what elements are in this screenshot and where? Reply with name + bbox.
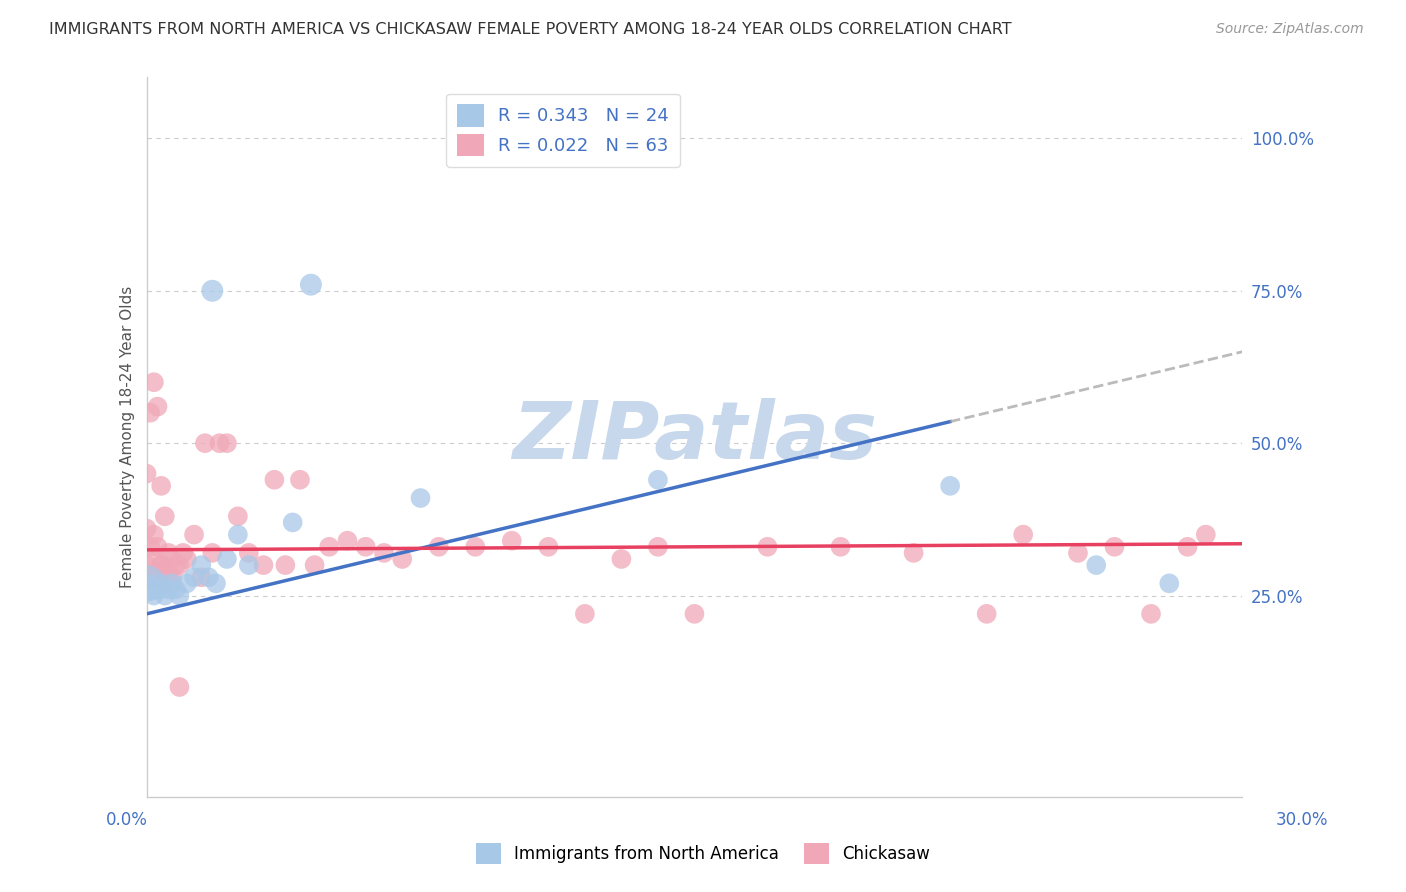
Point <box>201 546 224 560</box>
Point <box>176 552 198 566</box>
Point <box>172 546 194 560</box>
Point <box>150 558 173 573</box>
Point <box>142 375 165 389</box>
Point <box>139 582 162 597</box>
Point <box>537 540 560 554</box>
Point <box>183 570 205 584</box>
Point <box>176 576 198 591</box>
Point <box>373 546 395 560</box>
Point <box>336 533 359 548</box>
Point <box>146 564 169 578</box>
Point <box>208 436 231 450</box>
Point <box>157 582 180 597</box>
Point <box>153 589 176 603</box>
Point <box>194 436 217 450</box>
Point <box>142 552 165 566</box>
Point <box>169 680 191 694</box>
Point <box>135 467 157 481</box>
Point <box>281 516 304 530</box>
Point <box>1104 540 1126 554</box>
Point <box>153 576 176 591</box>
Point <box>169 589 191 603</box>
Point <box>683 607 706 621</box>
Point <box>142 589 165 603</box>
Point <box>160 570 183 584</box>
Point <box>226 509 249 524</box>
Point <box>190 570 212 584</box>
Point <box>153 564 176 578</box>
Point <box>976 607 998 621</box>
Point <box>146 582 169 597</box>
Point <box>903 546 925 560</box>
Point <box>169 558 191 573</box>
Point <box>238 546 260 560</box>
Text: Source: ZipAtlas.com: Source: ZipAtlas.com <box>1216 22 1364 37</box>
Point <box>157 570 180 584</box>
Point <box>183 527 205 541</box>
Point <box>409 491 432 505</box>
Point <box>1085 558 1108 573</box>
Text: 0.0%: 0.0% <box>105 811 148 829</box>
Point <box>153 509 176 524</box>
Point <box>205 576 228 591</box>
Point <box>1177 540 1199 554</box>
Point <box>1012 527 1035 541</box>
Point <box>464 540 486 554</box>
Point <box>1195 527 1218 541</box>
Point <box>150 576 173 591</box>
Point <box>215 552 238 566</box>
Point <box>252 558 274 573</box>
Point <box>160 576 183 591</box>
Point <box>274 558 297 573</box>
Legend: Immigrants from North America, Chickasaw: Immigrants from North America, Chickasaw <box>470 837 936 871</box>
Point <box>197 570 219 584</box>
Point <box>647 540 669 554</box>
Point <box>501 533 523 548</box>
Point <box>139 406 162 420</box>
Point <box>165 582 187 597</box>
Point <box>1067 546 1090 560</box>
Point <box>135 576 157 591</box>
Point <box>756 540 779 554</box>
Point <box>139 570 162 584</box>
Point <box>201 284 224 298</box>
Point <box>391 552 413 566</box>
Point <box>190 558 212 573</box>
Point <box>146 400 169 414</box>
Text: ZIPatlas: ZIPatlas <box>512 398 877 476</box>
Point <box>135 522 157 536</box>
Point <box>427 540 450 554</box>
Point <box>354 540 377 554</box>
Point <box>1140 607 1163 621</box>
Point <box>647 473 669 487</box>
Point <box>165 558 187 573</box>
Text: 30.0%: 30.0% <box>1277 811 1329 829</box>
Point <box>263 473 285 487</box>
Text: IMMIGRANTS FROM NORTH AMERICA VS CHICKASAW FEMALE POVERTY AMONG 18-24 YEAR OLDS : IMMIGRANTS FROM NORTH AMERICA VS CHICKAS… <box>49 22 1012 37</box>
Point <box>610 552 633 566</box>
Point <box>160 552 183 566</box>
Point <box>146 540 169 554</box>
Point <box>574 607 596 621</box>
Point <box>226 527 249 541</box>
Point <box>318 540 340 554</box>
Point <box>150 479 173 493</box>
Point <box>135 576 157 591</box>
Point <box>299 277 322 292</box>
Point <box>288 473 311 487</box>
Y-axis label: Female Poverty Among 18-24 Year Olds: Female Poverty Among 18-24 Year Olds <box>121 286 135 588</box>
Point <box>142 527 165 541</box>
Point <box>238 558 260 573</box>
Point <box>157 546 180 560</box>
Point <box>135 558 157 573</box>
Point <box>1159 576 1181 591</box>
Point <box>150 558 173 573</box>
Point <box>304 558 326 573</box>
Point <box>939 479 962 493</box>
Point <box>215 436 238 450</box>
Point <box>830 540 852 554</box>
Legend: R = 0.343   N = 24, R = 0.022   N = 63: R = 0.343 N = 24, R = 0.022 N = 63 <box>446 94 681 167</box>
Point <box>139 540 162 554</box>
